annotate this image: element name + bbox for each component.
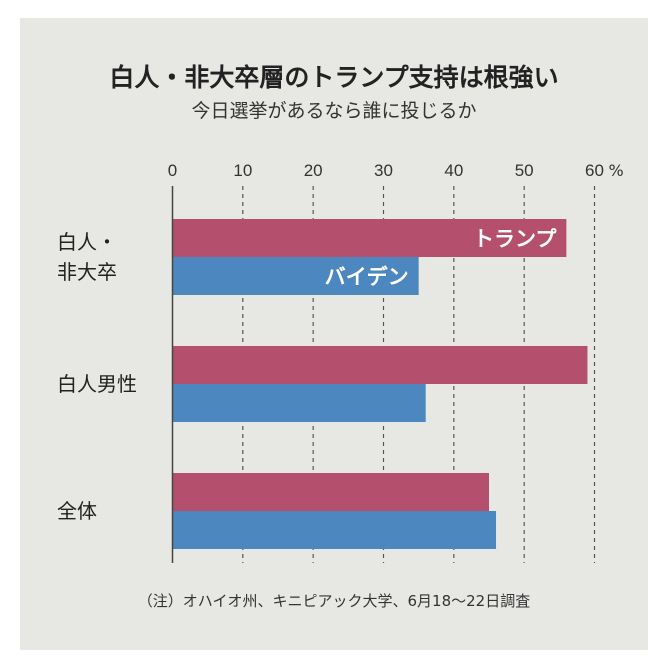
bar-biden <box>172 257 419 295</box>
category-label: 白人・ <box>57 230 117 254</box>
x-tick-label: 40 <box>444 161 463 180</box>
x-tick-label: 50 <box>515 161 534 180</box>
bar-biden <box>172 511 497 549</box>
category-label: 非大卒 <box>57 260 117 284</box>
x-tick-label: 30 <box>374 161 393 180</box>
x-unit-label: % <box>609 161 624 180</box>
category-label: 全体 <box>57 499 97 523</box>
x-tick-label: 60 <box>585 161 604 180</box>
series-label: バイデン <box>325 265 409 289</box>
x-tick-label: 20 <box>304 161 323 180</box>
category-label: 白人男性 <box>57 372 137 396</box>
x-tick-label: 10 <box>233 161 252 180</box>
series-label: トランプ <box>473 227 557 251</box>
chart-subtitle: 今日選挙があるなら誰に投じるか <box>191 100 477 122</box>
chart-title: 白人・非大卒層のトランプ支持は根強い <box>109 63 559 92</box>
bar-trump <box>172 473 489 511</box>
x-tick-label: 0 <box>168 161 177 180</box>
bar-trump <box>172 346 588 384</box>
bar-biden <box>172 384 426 422</box>
bar-trump <box>172 219 567 257</box>
chart-note: （注）オハイオ州、キニピアック大学、6月18〜22日調査 <box>137 592 531 610</box>
